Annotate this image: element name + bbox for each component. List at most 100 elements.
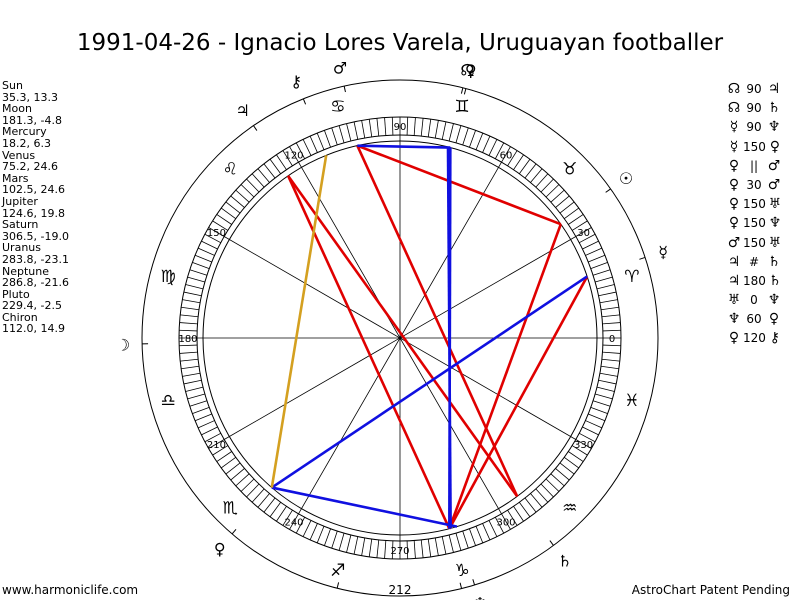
aspect-angle: 90 <box>746 120 762 135</box>
aspect-line <box>448 275 589 530</box>
aspect-row: ♆ 60 ♀ <box>725 310 784 329</box>
aspect-row: ♀ 120 ⚷ <box>725 329 784 348</box>
aspect-row: ♀ || ♂ <box>725 157 784 176</box>
planet-marker <box>459 582 463 589</box>
saturn-icon: ♄ <box>767 253 781 270</box>
pluto-icon: ♀ <box>214 539 226 558</box>
aspect-row: ☿ 90 ♆ <box>725 118 784 137</box>
aspect-line <box>271 275 588 489</box>
aries-icon: ♈ <box>624 267 639 287</box>
planet-marker <box>343 86 346 93</box>
aspect-row: ♃ 180 ♄ <box>725 272 784 291</box>
neptune-icon: ♆ <box>768 215 782 232</box>
libra-icon: ♎ <box>161 391 176 411</box>
aspect-row: ♅ 0 ♆ <box>725 291 784 310</box>
pisces-icon: ♓ <box>624 391 639 411</box>
outer-ring <box>141 79 659 597</box>
footer-patent-notice: AstroChart Patent Pending <box>631 583 790 597</box>
saturn-icon: ♄ <box>558 552 572 571</box>
planet-name-pluto: Pluto <box>2 287 30 301</box>
planet-name-moon: Moon <box>2 102 32 116</box>
venus-icon: ♀ <box>728 215 740 232</box>
aspect-row: ☿ 150 ♀ <box>725 138 784 157</box>
gemini-icon: ♊ <box>454 97 469 117</box>
degree-label: 270 <box>390 546 409 557</box>
pluto-icon: ♀ <box>768 311 780 328</box>
jupiter-icon: ♃ <box>727 272 741 289</box>
chiron-icon: ⚷ <box>290 72 302 91</box>
footer-website: www.harmoniclife.com <box>2 583 139 597</box>
aspect-angle: 150 <box>743 235 766 250</box>
planet-coords-uranus: 283.8, -23.1 <box>2 252 69 266</box>
neptune-icon: ♆ <box>767 119 781 136</box>
aspect-row: ♃ # ♄ <box>725 253 784 272</box>
degree-label: 30 <box>577 228 590 239</box>
planet-marker <box>460 87 464 94</box>
chart-title: 1991-04-26 - Ignacio Lores Varela, Urugu… <box>76 30 724 56</box>
planet-marker <box>639 256 646 260</box>
cancer-icon: ♋ <box>330 97 345 117</box>
planet-name-chiron: Chiron <box>2 310 38 324</box>
aquarius-icon: ♒ <box>562 499 577 519</box>
planet-name-sun: Sun <box>2 79 23 92</box>
aspect-row: ♀ 150 ♆ <box>725 214 784 233</box>
jupiter-icon: ♃ <box>727 253 741 270</box>
planet-positions-list: Sun 35.3, 13.3 Moon 181.3, -4.8 Mercury 18.2,… <box>2 80 69 335</box>
aspect-angle: 60 <box>746 312 762 327</box>
planet-coords-venus: 75.2, 24.6 <box>2 160 58 174</box>
jupiter-icon: ♃ <box>236 101 250 120</box>
degree-label: 0 <box>609 334 615 345</box>
aspect-line <box>270 155 328 488</box>
degree-label: 330 <box>574 440 593 451</box>
aspect-angle: # <box>748 254 760 269</box>
venus-icon: ♀ <box>465 61 477 80</box>
aspect-line <box>356 145 519 497</box>
virgo-icon: ♍ <box>161 267 176 287</box>
node-icon: ☊ <box>727 100 741 117</box>
aspect-line <box>448 223 562 530</box>
capricorn-icon: ♑ <box>454 561 469 581</box>
uranus-icon: ♅ <box>768 196 782 213</box>
planet-coords-jupiter: 124.6, 19.8 <box>2 206 65 220</box>
planet-marker <box>253 125 258 131</box>
planet-name-saturn: Saturn <box>2 218 39 232</box>
mercury-icon: ☿ <box>658 242 668 261</box>
uranus-icon: ♅ <box>459 598 473 600</box>
planet-name-mars: Mars <box>2 171 29 185</box>
south-node-icon: ☋ <box>325 598 339 600</box>
planet-name-venus: Venus <box>2 148 36 162</box>
aspect-angle: 150 <box>743 197 766 212</box>
venus-icon: ♀ <box>728 157 740 174</box>
neptune-icon: ♆ <box>473 594 487 600</box>
degree-label: 240 <box>284 518 303 529</box>
aspect-angle: 90 <box>746 82 762 96</box>
aspect-angle: 120 <box>743 331 766 346</box>
venus-icon: ♀ <box>728 196 740 213</box>
planet-marker <box>472 579 476 586</box>
aspect-line <box>446 146 452 529</box>
planet-marker <box>336 582 340 589</box>
degree-label: 90 <box>394 122 407 133</box>
uranus-icon: ♅ <box>768 234 782 251</box>
leo-icon: ♌ <box>223 159 238 179</box>
planet-coords-neptune: 286.8, -21.6 <box>2 276 69 290</box>
mercury-icon: ☿ <box>729 119 739 136</box>
moon-icon: ☽ <box>116 335 130 354</box>
planet-marker <box>549 540 554 546</box>
planet-marker <box>605 188 611 193</box>
jupiter-icon: ♃ <box>767 81 781 97</box>
planet-coords-mars: 102.5, 24.6 <box>2 183 65 197</box>
planet-name-mercury: Mercury <box>2 125 47 139</box>
planet-coords-sun: 35.3, 13.3 <box>2 90 58 104</box>
planet-marker <box>463 88 467 95</box>
planet-name-neptune: Neptune <box>2 264 50 278</box>
aspect-angle: 0 <box>750 293 758 308</box>
aspect-row: ♀ 150 ♅ <box>725 195 784 214</box>
uranus-icon: ♅ <box>727 292 741 309</box>
planet-coords-chiron: 112.0, 14.9 <box>2 322 65 336</box>
neptune-icon: ♆ <box>727 311 741 328</box>
aspect-row: ☊ 90 ♄ <box>725 99 784 118</box>
degree-label: 300 <box>496 518 515 529</box>
sun-icon: ☉ <box>619 169 633 188</box>
venus-icon: ♀ <box>728 330 740 347</box>
